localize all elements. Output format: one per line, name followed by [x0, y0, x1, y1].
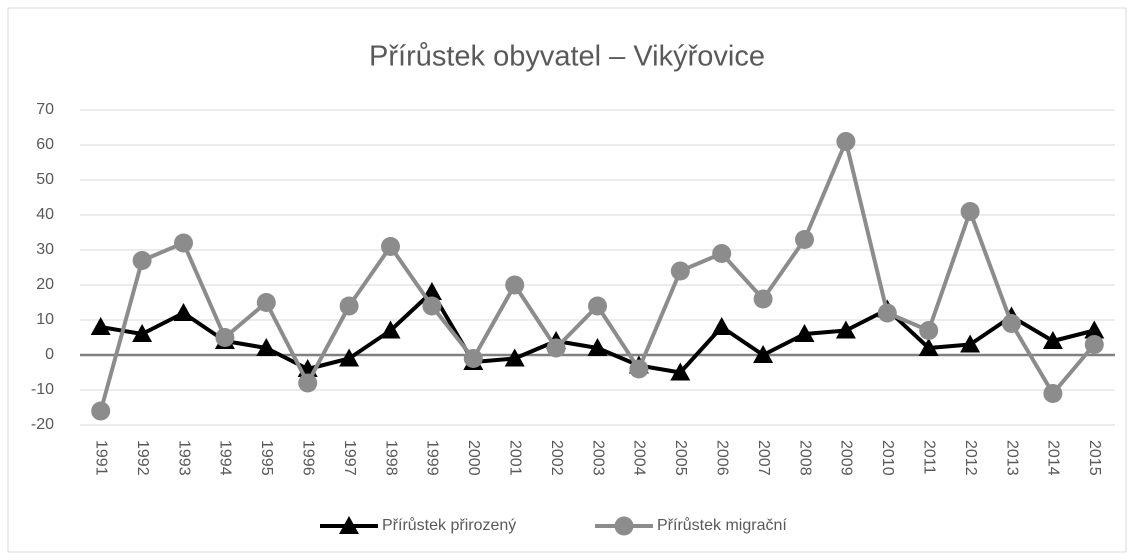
y-tick-label: 0 [45, 346, 54, 363]
data-point [173, 303, 194, 321]
x-tick-label: 2010 [879, 440, 896, 476]
x-tick-label: 2000 [465, 440, 482, 476]
x-tick-label: 1997 [341, 440, 358, 476]
y-tick-label: 50 [36, 171, 54, 188]
y-tick-label: -20 [31, 416, 54, 433]
data-point [256, 338, 277, 356]
x-tick-label: 2009 [838, 440, 855, 476]
data-point [835, 320, 856, 339]
data-point [91, 401, 111, 421]
y-tick-label: 60 [36, 136, 54, 153]
data-point [546, 338, 566, 358]
y-tick-label: 70 [36, 101, 54, 118]
x-tick-label: 1992 [134, 440, 151, 476]
x-tick-label: 1999 [424, 440, 441, 476]
x-tick-label: 2013 [1003, 440, 1020, 476]
data-point [753, 289, 773, 309]
data-point [1002, 314, 1021, 333]
data-point [794, 324, 815, 342]
y-tick-label: 10 [36, 311, 54, 328]
legend-label: Přírůstek migrační [657, 516, 787, 534]
data-point [711, 317, 732, 335]
y-tick-label: 30 [36, 241, 54, 258]
data-point [836, 132, 856, 151]
x-tick-label: 2001 [506, 440, 523, 476]
data-point [1042, 331, 1063, 349]
legend-marker [339, 516, 359, 534]
x-tick-label: 2003 [589, 440, 606, 476]
x-tick-label: 1996 [299, 440, 316, 476]
x-tick-label: 2012 [962, 440, 979, 476]
data-point [1084, 320, 1105, 339]
legend-marker [614, 516, 634, 536]
data-point [795, 230, 814, 249]
x-tick-label: 1994 [217, 440, 234, 476]
data-point [463, 349, 483, 368]
data-point [960, 202, 980, 221]
data-point [256, 293, 276, 312]
data-point [132, 251, 152, 270]
data-point [919, 321, 939, 340]
y-tick-label: -10 [31, 381, 54, 398]
x-tick-label: 2002 [548, 440, 565, 476]
x-tick-label: 2004 [631, 440, 648, 476]
data-point [381, 237, 400, 256]
y-tick-label: 40 [36, 206, 54, 223]
data-point [918, 338, 939, 356]
data-point [339, 296, 359, 316]
legend-label: Přírůstek přirozený [382, 516, 516, 534]
chart-border [7, 7, 1127, 553]
x-tick-label: 1995 [258, 440, 275, 476]
data-point [90, 317, 111, 335]
x-tick-label: 2011 [920, 440, 937, 475]
data-point [629, 359, 649, 379]
data-point [339, 348, 360, 367]
y-tick-label: 20 [36, 276, 54, 293]
x-tick-label: 2008 [796, 440, 813, 476]
x-tick-label: 1998 [382, 440, 399, 476]
chart-title: Přírůstek obyvatel – Vikýřovice [369, 41, 765, 73]
x-tick-label: 1993 [175, 440, 192, 476]
data-point [174, 233, 193, 253]
x-tick-label: 2006 [713, 440, 730, 476]
data-point [422, 296, 442, 316]
data-point [753, 345, 774, 363]
data-point [877, 303, 897, 323]
x-tick-label: 1991 [92, 440, 109, 476]
data-point [670, 261, 690, 281]
data-point [587, 338, 608, 356]
data-point [380, 320, 401, 339]
x-tick-label: 2007 [755, 440, 772, 476]
data-point [132, 324, 153, 342]
x-tick-label: 2015 [1086, 440, 1103, 476]
data-point [960, 334, 981, 353]
data-point [712, 244, 732, 263]
data-point [505, 275, 525, 295]
data-point [298, 373, 318, 393]
data-point [1043, 384, 1063, 403]
x-tick-label: 2005 [672, 440, 689, 476]
data-point [215, 328, 235, 347]
data-point [670, 362, 691, 381]
data-point [588, 296, 607, 316]
data-point [1084, 335, 1104, 354]
data-point [504, 348, 525, 367]
x-tick-label: 2014 [1045, 440, 1062, 476]
